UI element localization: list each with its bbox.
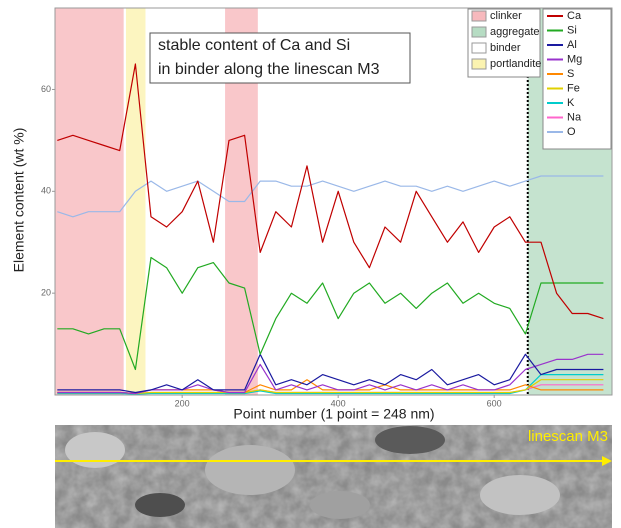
y-axis-label: Element content (wt %) [11,128,27,273]
y-tick-label: 40 [41,186,51,196]
legend-label: portlandite [490,58,541,70]
legend-label: Mg [567,53,582,65]
x-tick-label: 600 [487,398,502,408]
legend-swatch [471,26,487,38]
plot-frame [54,7,613,396]
x-tick-label: 200 [175,398,190,408]
annotation: in binder along the linescan M3 [158,61,380,78]
legend-label: S [567,68,574,80]
series-line [57,353,604,394]
legend-label: O [567,126,576,138]
legend-label: Ca [567,10,582,22]
legend-label: Si [567,24,577,36]
series-legend [542,8,612,150]
legend-swatch [471,10,487,22]
legend-label: binder [490,42,521,54]
legend-label: clinker [490,10,522,22]
plot [52,8,604,398]
series-line [57,175,604,218]
legend-label: Al [567,39,577,51]
x-tick-label: 400 [331,398,346,408]
x-axis-label: Point number (1 point = 248 nm) [233,406,434,422]
legend-label: K [567,97,575,109]
series-line [57,379,604,395]
annotation-box [149,32,411,84]
annotation: stable content of Ca and Si [158,37,350,54]
legend-label: Fe [567,82,580,94]
legend-swatch [471,58,487,70]
legend-swatch [471,42,487,54]
series-line [57,63,604,320]
series-line [57,256,604,371]
y-tick-label: 60 [41,84,51,94]
legend-label: aggregate [490,26,540,38]
micrograph [55,425,612,528]
region [125,8,146,395]
y-tick-label: 20 [41,288,51,298]
legend-label: Na [567,111,582,123]
linescan-label: linescan M3 [528,428,608,445]
region [55,8,124,395]
series-line [57,374,604,395]
